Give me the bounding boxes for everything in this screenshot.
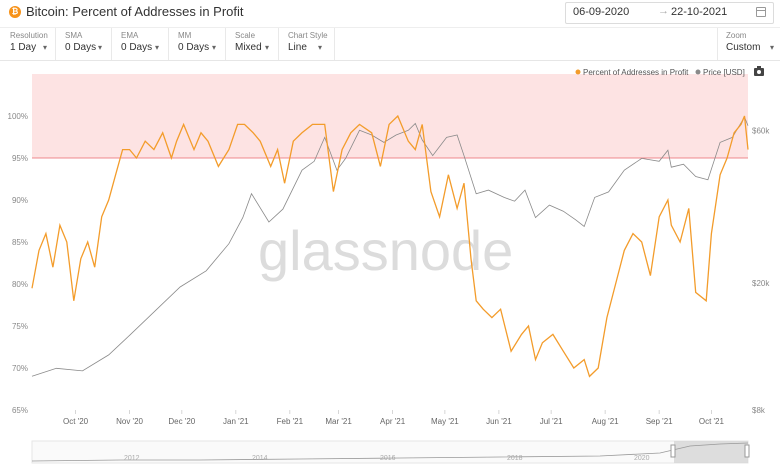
chart-style-value[interactable]: Line [288,42,307,53]
chart-area[interactable]: glassnode 65% 70% 75% 80% 85% 90% 95% 100% $8k $… [0,60,780,470]
x-tick-label: Oct '20 [63,417,89,426]
navigator-year-label: 2012 [124,455,140,462]
x-tick-label: Dec '20 [168,417,195,426]
x-tick-label: Apr '21 [380,417,406,426]
date-start-input[interactable]: 06-09-2020 [573,6,630,18]
x-tick-label: Nov '20 [116,417,143,426]
y-left-tick-label: 75% [12,322,28,331]
x-tick-label: Jan '21 [223,417,249,426]
bitcoin-icon: ₿ [9,6,21,18]
chevron-down-icon: ▾ [265,43,270,52]
y-right-tick-label: $60k [752,126,770,135]
date-range-picker[interactable]: 06-09-2020 → 22-10-2021 [565,2,774,24]
ema-label: EMA [121,31,139,40]
mm-label: MM [178,31,192,40]
navigator-handle-right[interactable] [744,444,750,458]
highlight-band [32,74,748,158]
sma-select[interactable]: SMA 0 Days ▾ [55,28,112,60]
navigator-year-label: 2014 [252,455,268,462]
ema-value[interactable]: 0 Days [121,42,153,53]
x-tick-label: Jun '21 [486,417,512,426]
y-left-tick-label: 95% [12,154,28,163]
zoom-select[interactable]: Zoom Custom ▾ [717,28,780,60]
page-title: Bitcoin: Percent of Addresses in Profit [26,4,244,19]
series-line-profit [31,114,749,378]
y-right-tick-label: $20k [752,279,770,288]
legend-swatch-price [695,69,701,75]
navigator-handle-left[interactable] [670,444,676,458]
chevron-down-icon: ▾ [212,43,217,52]
x-tick-label: Jul '21 [540,417,563,426]
resolution-label: Resolution [10,31,48,40]
zoom-value[interactable]: Custom [726,42,761,53]
date-range-arrow: → [658,5,669,17]
chevron-down-icon: ▾ [318,43,323,52]
scale-select[interactable]: Scale Mixed ▾ [225,28,279,60]
chevron-down-icon: ▾ [155,43,160,52]
sma-label: SMA [65,31,83,40]
resolution-select[interactable]: Resolution 1 Day ▾ [0,28,56,60]
x-tick-label: May '21 [431,417,459,426]
calendar-icon[interactable] [756,7,766,17]
y-left-tick-label: 70% [12,364,28,373]
chart-style-label: Chart Style [288,31,328,40]
ema-select[interactable]: EMA 0 Days ▾ [111,28,169,60]
mm-select[interactable]: MM 0 Days ▾ [168,28,226,60]
navigator-line [31,442,749,462]
header-bar: ₿ Bitcoin: Percent of Addresses in Profi… [0,0,780,26]
series-line-price [31,116,749,377]
navigator-year-label: 2020 [634,455,650,462]
chevron-down-icon: ▾ [98,43,103,52]
legend-profit-label[interactable]: Percent of Addresses in Profit [583,68,689,77]
camera-icon[interactable] [754,66,764,76]
sma-value[interactable]: 0 Days [65,42,97,53]
resolution-value[interactable]: 1 Day [10,42,37,53]
y-left-tick-label: 90% [12,196,28,205]
chart-style-select[interactable]: Chart Style Line ▾ [278,28,335,60]
legend-price-label[interactable]: Price [USD] [703,68,745,77]
navigator[interactable]: 2012 2014 2016 2018 2020 [31,440,750,464]
navigator-selection[interactable] [674,441,748,463]
chevron-down-icon: ▾ [43,43,48,52]
zoom-label: Zoom [726,31,747,40]
x-tick-label: Mar '21 [325,417,352,426]
mm-value[interactable]: 0 Days [178,42,210,53]
x-tick-label: Oct '21 [699,417,725,426]
y-left-tick-label: 100% [8,112,28,121]
y-left-tick-label: 80% [12,280,28,289]
date-end-input[interactable]: 22-10-2021 [671,6,728,18]
watermark-text: glassnode [258,219,513,282]
x-tick-label: Feb '21 [277,417,304,426]
x-tick-label: Aug '21 [592,417,619,426]
y-right-tick-label: $8k [752,406,766,415]
y-left-tick-label: 85% [12,238,28,247]
navigator-year-label: 2018 [507,455,523,462]
chart-controls-bar: Resolution 1 Day ▾ SMA 0 Days ▾ EMA 0 Da… [0,27,780,61]
chevron-down-icon: ▾ [770,43,775,52]
x-tick-label: Sep '21 [646,417,673,426]
y-left-tick-label: 65% [12,406,28,415]
navigator-year-label: 2016 [380,455,396,462]
scale-label: Scale [235,31,256,40]
legend-swatch-profit [575,69,581,75]
scale-value[interactable]: Mixed [235,42,262,53]
